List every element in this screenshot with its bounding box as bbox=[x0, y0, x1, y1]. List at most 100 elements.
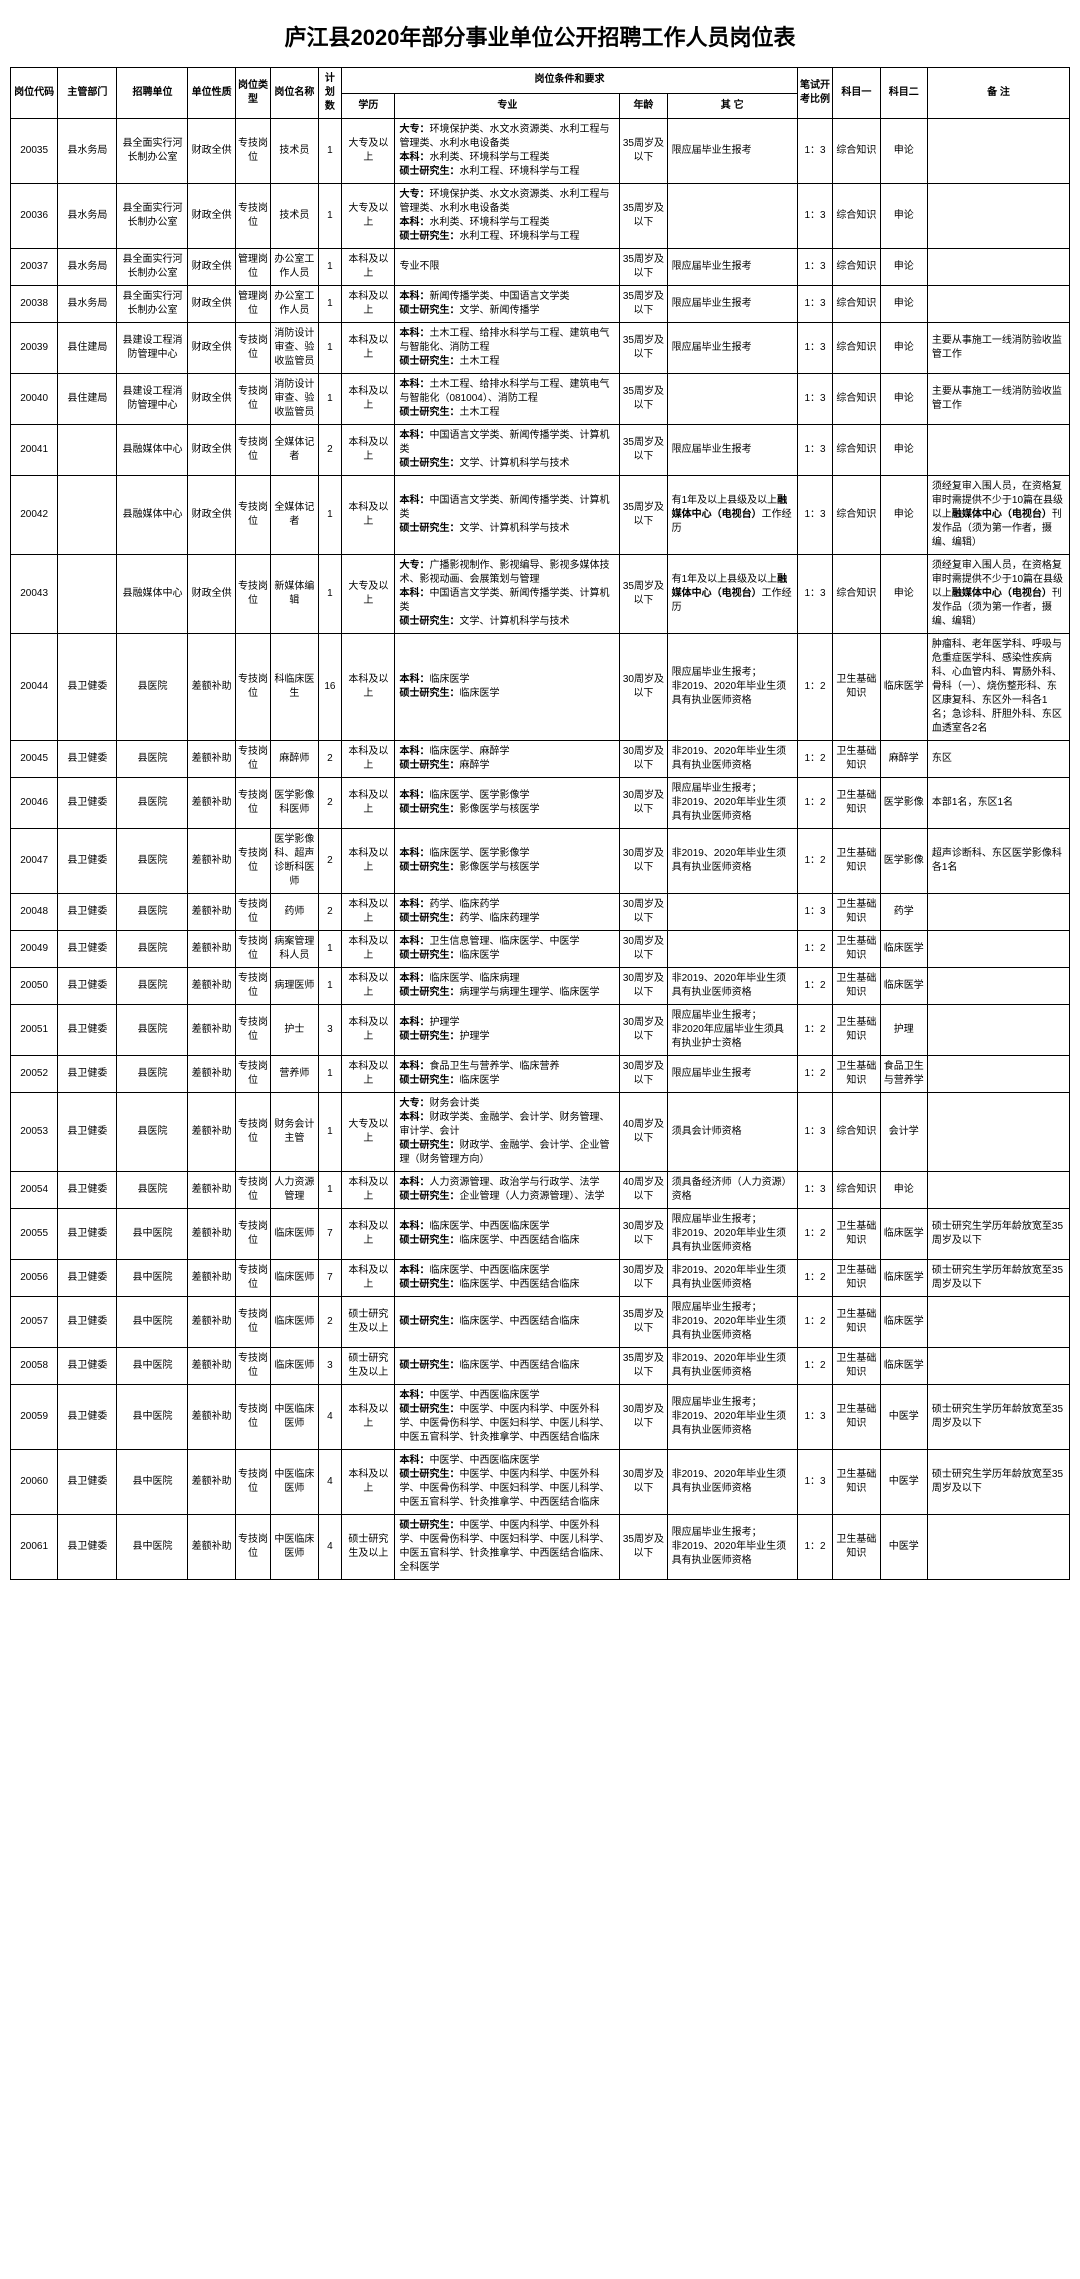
cell-ratio: 1：2 bbox=[797, 1056, 832, 1093]
cell-s2: 申论 bbox=[880, 374, 927, 425]
table-row: 20037县水务局县全面实行河长制办公室财政全供管理岗位办公室工作人员1本科及以… bbox=[11, 249, 1070, 286]
cell-unit: 县融媒体中心 bbox=[117, 555, 188, 634]
cell-plan: 1 bbox=[318, 931, 342, 968]
cell-unit: 县全面实行河长制办公室 bbox=[117, 286, 188, 323]
cell-plan: 16 bbox=[318, 634, 342, 741]
cell-major: 本科：临床医学、中西医临床医学硕士研究生：临床医学、中西医结合临床 bbox=[395, 1260, 620, 1297]
cell-ratio: 1：3 bbox=[797, 1172, 832, 1209]
cell-major: 硕士研究生：临床医学、中西医结合临床 bbox=[395, 1297, 620, 1348]
cell-major: 本科：土木工程、给排水科学与工程、建筑电气与智能化、消防工程硕士研究生：土木工程 bbox=[395, 323, 620, 374]
cell-age: 30周岁及以下 bbox=[620, 1005, 667, 1056]
cell-s2: 申论 bbox=[880, 184, 927, 249]
cell-other bbox=[667, 931, 797, 968]
cell-plan: 2 bbox=[318, 741, 342, 778]
table-row: 20044县卫健委县医院差额补助专技岗位科临床医生16本科及以上本科：临床医学硕… bbox=[11, 634, 1070, 741]
cell-s2: 申论 bbox=[880, 286, 927, 323]
cell-dept bbox=[58, 555, 117, 634]
cell-plan: 1 bbox=[318, 286, 342, 323]
cell-edu: 大专及以上 bbox=[342, 555, 395, 634]
cell-s1: 卫生基础知识 bbox=[833, 1348, 880, 1385]
cell-edu: 大专及以上 bbox=[342, 1093, 395, 1172]
cell-s1: 卫生基础知识 bbox=[833, 1515, 880, 1580]
cell-remark: 主要从事施工一线消防验收监管工作 bbox=[927, 374, 1069, 425]
cell-ratio: 1：3 bbox=[797, 184, 832, 249]
cell-dept: 县卫健委 bbox=[58, 1093, 117, 1172]
cell-nature: 差额补助 bbox=[188, 1172, 235, 1209]
cell-remark: 硕士研究生学历年龄放宽至35周岁及以下 bbox=[927, 1385, 1069, 1450]
cell-nature: 财政全供 bbox=[188, 286, 235, 323]
cell-remark bbox=[927, 968, 1069, 1005]
cell-age: 40周岁及以下 bbox=[620, 1093, 667, 1172]
cell-s1: 卫生基础知识 bbox=[833, 968, 880, 1005]
cell-postype: 专技岗位 bbox=[235, 1515, 270, 1580]
cell-posname: 办公室工作人员 bbox=[271, 249, 318, 286]
cell-edu: 本科及以上 bbox=[342, 1450, 395, 1515]
cell-nature: 财政全供 bbox=[188, 476, 235, 555]
cell-edu: 本科及以上 bbox=[342, 1056, 395, 1093]
cell-remark bbox=[927, 1297, 1069, 1348]
cell-remark bbox=[927, 1093, 1069, 1172]
cell-edu: 本科及以上 bbox=[342, 894, 395, 931]
th-unit: 招聘单位 bbox=[117, 68, 188, 119]
cell-s1: 综合知识 bbox=[833, 1093, 880, 1172]
cell-posname: 中医临床医师 bbox=[271, 1515, 318, 1580]
cell-major: 大专：财务会计类本科：财政学类、金融学、会计学、财务管理、审计学、会计硕士研究生… bbox=[395, 1093, 620, 1172]
cell-ratio: 1：2 bbox=[797, 931, 832, 968]
cell-posname: 全媒体记者 bbox=[271, 476, 318, 555]
cell-posname: 科临床医生 bbox=[271, 634, 318, 741]
cell-dept: 县卫健委 bbox=[58, 741, 117, 778]
cell-edu: 本科及以上 bbox=[342, 931, 395, 968]
cell-ratio: 1：3 bbox=[797, 119, 832, 184]
cell-s1: 卫生基础知识 bbox=[833, 1260, 880, 1297]
table-row: 20040县住建局县建设工程消防管理中心财政全供专技岗位消防设计审查、验收监管员… bbox=[11, 374, 1070, 425]
cell-code: 20044 bbox=[11, 634, 58, 741]
cell-nature: 差额补助 bbox=[188, 1348, 235, 1385]
cell-ratio: 1：3 bbox=[797, 476, 832, 555]
cell-unit: 县中医院 bbox=[117, 1260, 188, 1297]
cell-plan: 2 bbox=[318, 829, 342, 894]
cell-posname: 营养师 bbox=[271, 1056, 318, 1093]
cell-edu: 本科及以上 bbox=[342, 1209, 395, 1260]
cell-remark bbox=[927, 286, 1069, 323]
cell-age: 35周岁及以下 bbox=[620, 1297, 667, 1348]
cell-unit: 县中医院 bbox=[117, 1385, 188, 1450]
cell-remark: 须经复审入围人员，在资格复审时需提供不少于10篇在县级以上融媒体中心（电视台）刊… bbox=[927, 555, 1069, 634]
cell-dept: 县卫健委 bbox=[58, 1005, 117, 1056]
cell-posname: 病案管理科人员 bbox=[271, 931, 318, 968]
cell-major: 本科：人力资源管理、政治学与行政学、法学硕士研究生：企业管理（人力资源管理）、法… bbox=[395, 1172, 620, 1209]
cell-ratio: 1：2 bbox=[797, 1260, 832, 1297]
cell-dept: 县卫健委 bbox=[58, 1209, 117, 1260]
cell-ratio: 1：3 bbox=[797, 1450, 832, 1515]
cell-posname: 中医临床医师 bbox=[271, 1385, 318, 1450]
cell-remark bbox=[927, 249, 1069, 286]
cell-s2: 临床医学 bbox=[880, 931, 927, 968]
cell-major: 本科：中国语言文学类、新闻传播学类、计算机类硕士研究生：文学、计算机科学与技术 bbox=[395, 476, 620, 555]
cell-s2: 医学影像 bbox=[880, 829, 927, 894]
cell-s1: 卫生基础知识 bbox=[833, 741, 880, 778]
cell-code: 20049 bbox=[11, 931, 58, 968]
cell-dept: 县卫健委 bbox=[58, 894, 117, 931]
cell-s1: 卫生基础知识 bbox=[833, 894, 880, 931]
cell-major: 本科：卫生信息管理、临床医学、中医学硕士研究生：临床医学 bbox=[395, 931, 620, 968]
cell-code: 20035 bbox=[11, 119, 58, 184]
cell-nature: 差额补助 bbox=[188, 1209, 235, 1260]
cell-ratio: 1：2 bbox=[797, 1515, 832, 1580]
cell-other: 限应届毕业生报考；非2019、2020年毕业生须具有执业医师资格 bbox=[667, 778, 797, 829]
cell-edu: 本科及以上 bbox=[342, 634, 395, 741]
cell-dept: 县卫健委 bbox=[58, 829, 117, 894]
cell-s1: 综合知识 bbox=[833, 184, 880, 249]
cell-unit: 县中医院 bbox=[117, 1209, 188, 1260]
cell-age: 35周岁及以下 bbox=[620, 286, 667, 323]
cell-code: 20036 bbox=[11, 184, 58, 249]
cell-edu: 大专及以上 bbox=[342, 184, 395, 249]
cell-s2: 申论 bbox=[880, 119, 927, 184]
cell-other: 限应届毕业生报考；非2019、2020年毕业生须具有执业医师资格 bbox=[667, 1515, 797, 1580]
cell-major: 本科：中国语言文学类、新闻传播学类、计算机类硕士研究生：文学、计算机科学与技术 bbox=[395, 425, 620, 476]
cell-age: 35周岁及以下 bbox=[620, 476, 667, 555]
cell-ratio: 1：3 bbox=[797, 1093, 832, 1172]
cell-s1: 卫生基础知识 bbox=[833, 634, 880, 741]
cell-posname: 财务会计主管 bbox=[271, 1093, 318, 1172]
cell-unit: 县建设工程消防管理中心 bbox=[117, 323, 188, 374]
cell-s2: 申论 bbox=[880, 323, 927, 374]
cell-postype: 专技岗位 bbox=[235, 1056, 270, 1093]
